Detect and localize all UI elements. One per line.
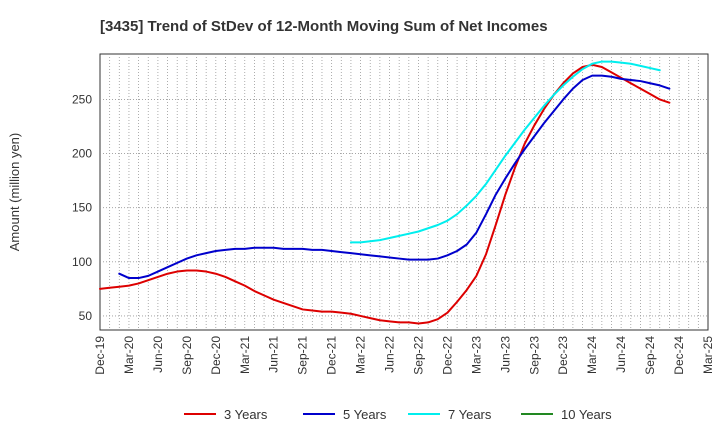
y-axis-label: Amount (million yen) [7, 133, 22, 252]
x-tick-label: Jun-24 [614, 336, 628, 373]
y-tick-label: 50 [79, 309, 93, 323]
legend-label-7-years: 7 Years [448, 407, 492, 422]
x-tick-label: Jun-23 [498, 336, 512, 373]
plot-area [99, 53, 709, 331]
legend-label-10-years: 10 Years [561, 407, 612, 422]
x-tick-label: Mar-24 [585, 336, 599, 374]
x-tick-label: Sep-20 [180, 336, 194, 375]
legend-label-3-years: 3 Years [224, 407, 268, 422]
series-line-7-years [349, 60, 661, 244]
x-tick-label: Mar-25 [701, 336, 715, 374]
series-line-3-years [99, 63, 671, 325]
x-tick-label: Dec-21 [325, 336, 339, 375]
y-tick-label: 100 [72, 255, 92, 269]
y-axis-ticks: 50 100 150 200 250 [72, 92, 92, 322]
x-tick-label: Mar-20 [122, 336, 136, 374]
y-tick-label: 150 [72, 201, 92, 215]
x-tick-label: Jun-22 [383, 336, 397, 373]
x-tick-label: Mar-22 [354, 336, 368, 374]
x-tick-label: Mar-21 [238, 336, 252, 374]
x-axis-ticks: Dec-19 Mar-20 Jun-20 Sep-20 Dec-20 Mar-21 Jun-… [93, 336, 715, 375]
x-tick-label: Sep-22 [411, 336, 425, 375]
x-tick-label: Sep-24 [643, 336, 657, 375]
series-line-5-years [118, 74, 671, 280]
x-tick-label: Jun-20 [151, 336, 165, 373]
x-tick-label: Dec-24 [672, 336, 686, 375]
chart-title: [3435] Trend of StDev of 12-Month Moving… [100, 18, 548, 35]
x-tick-label: Dec-20 [209, 336, 223, 375]
legend: 3 Years 5 Years 7 Years 10 Years [184, 407, 612, 422]
x-tick-label: Dec-19 [93, 336, 107, 375]
x-tick-label: Sep-23 [527, 336, 541, 375]
x-tick-label: Dec-23 [556, 336, 570, 375]
x-tick-label: Mar-23 [469, 336, 483, 374]
x-tick-label: Dec-22 [440, 336, 454, 375]
series-lines [99, 60, 671, 325]
grid [100, 54, 708, 330]
legend-label-5-years: 5 Years [343, 407, 387, 422]
y-tick-label: 200 [72, 147, 92, 161]
x-tick-label: Jun-21 [267, 336, 281, 373]
y-tick-label: 250 [72, 92, 92, 106]
x-tick-label: Sep-21 [296, 336, 310, 375]
